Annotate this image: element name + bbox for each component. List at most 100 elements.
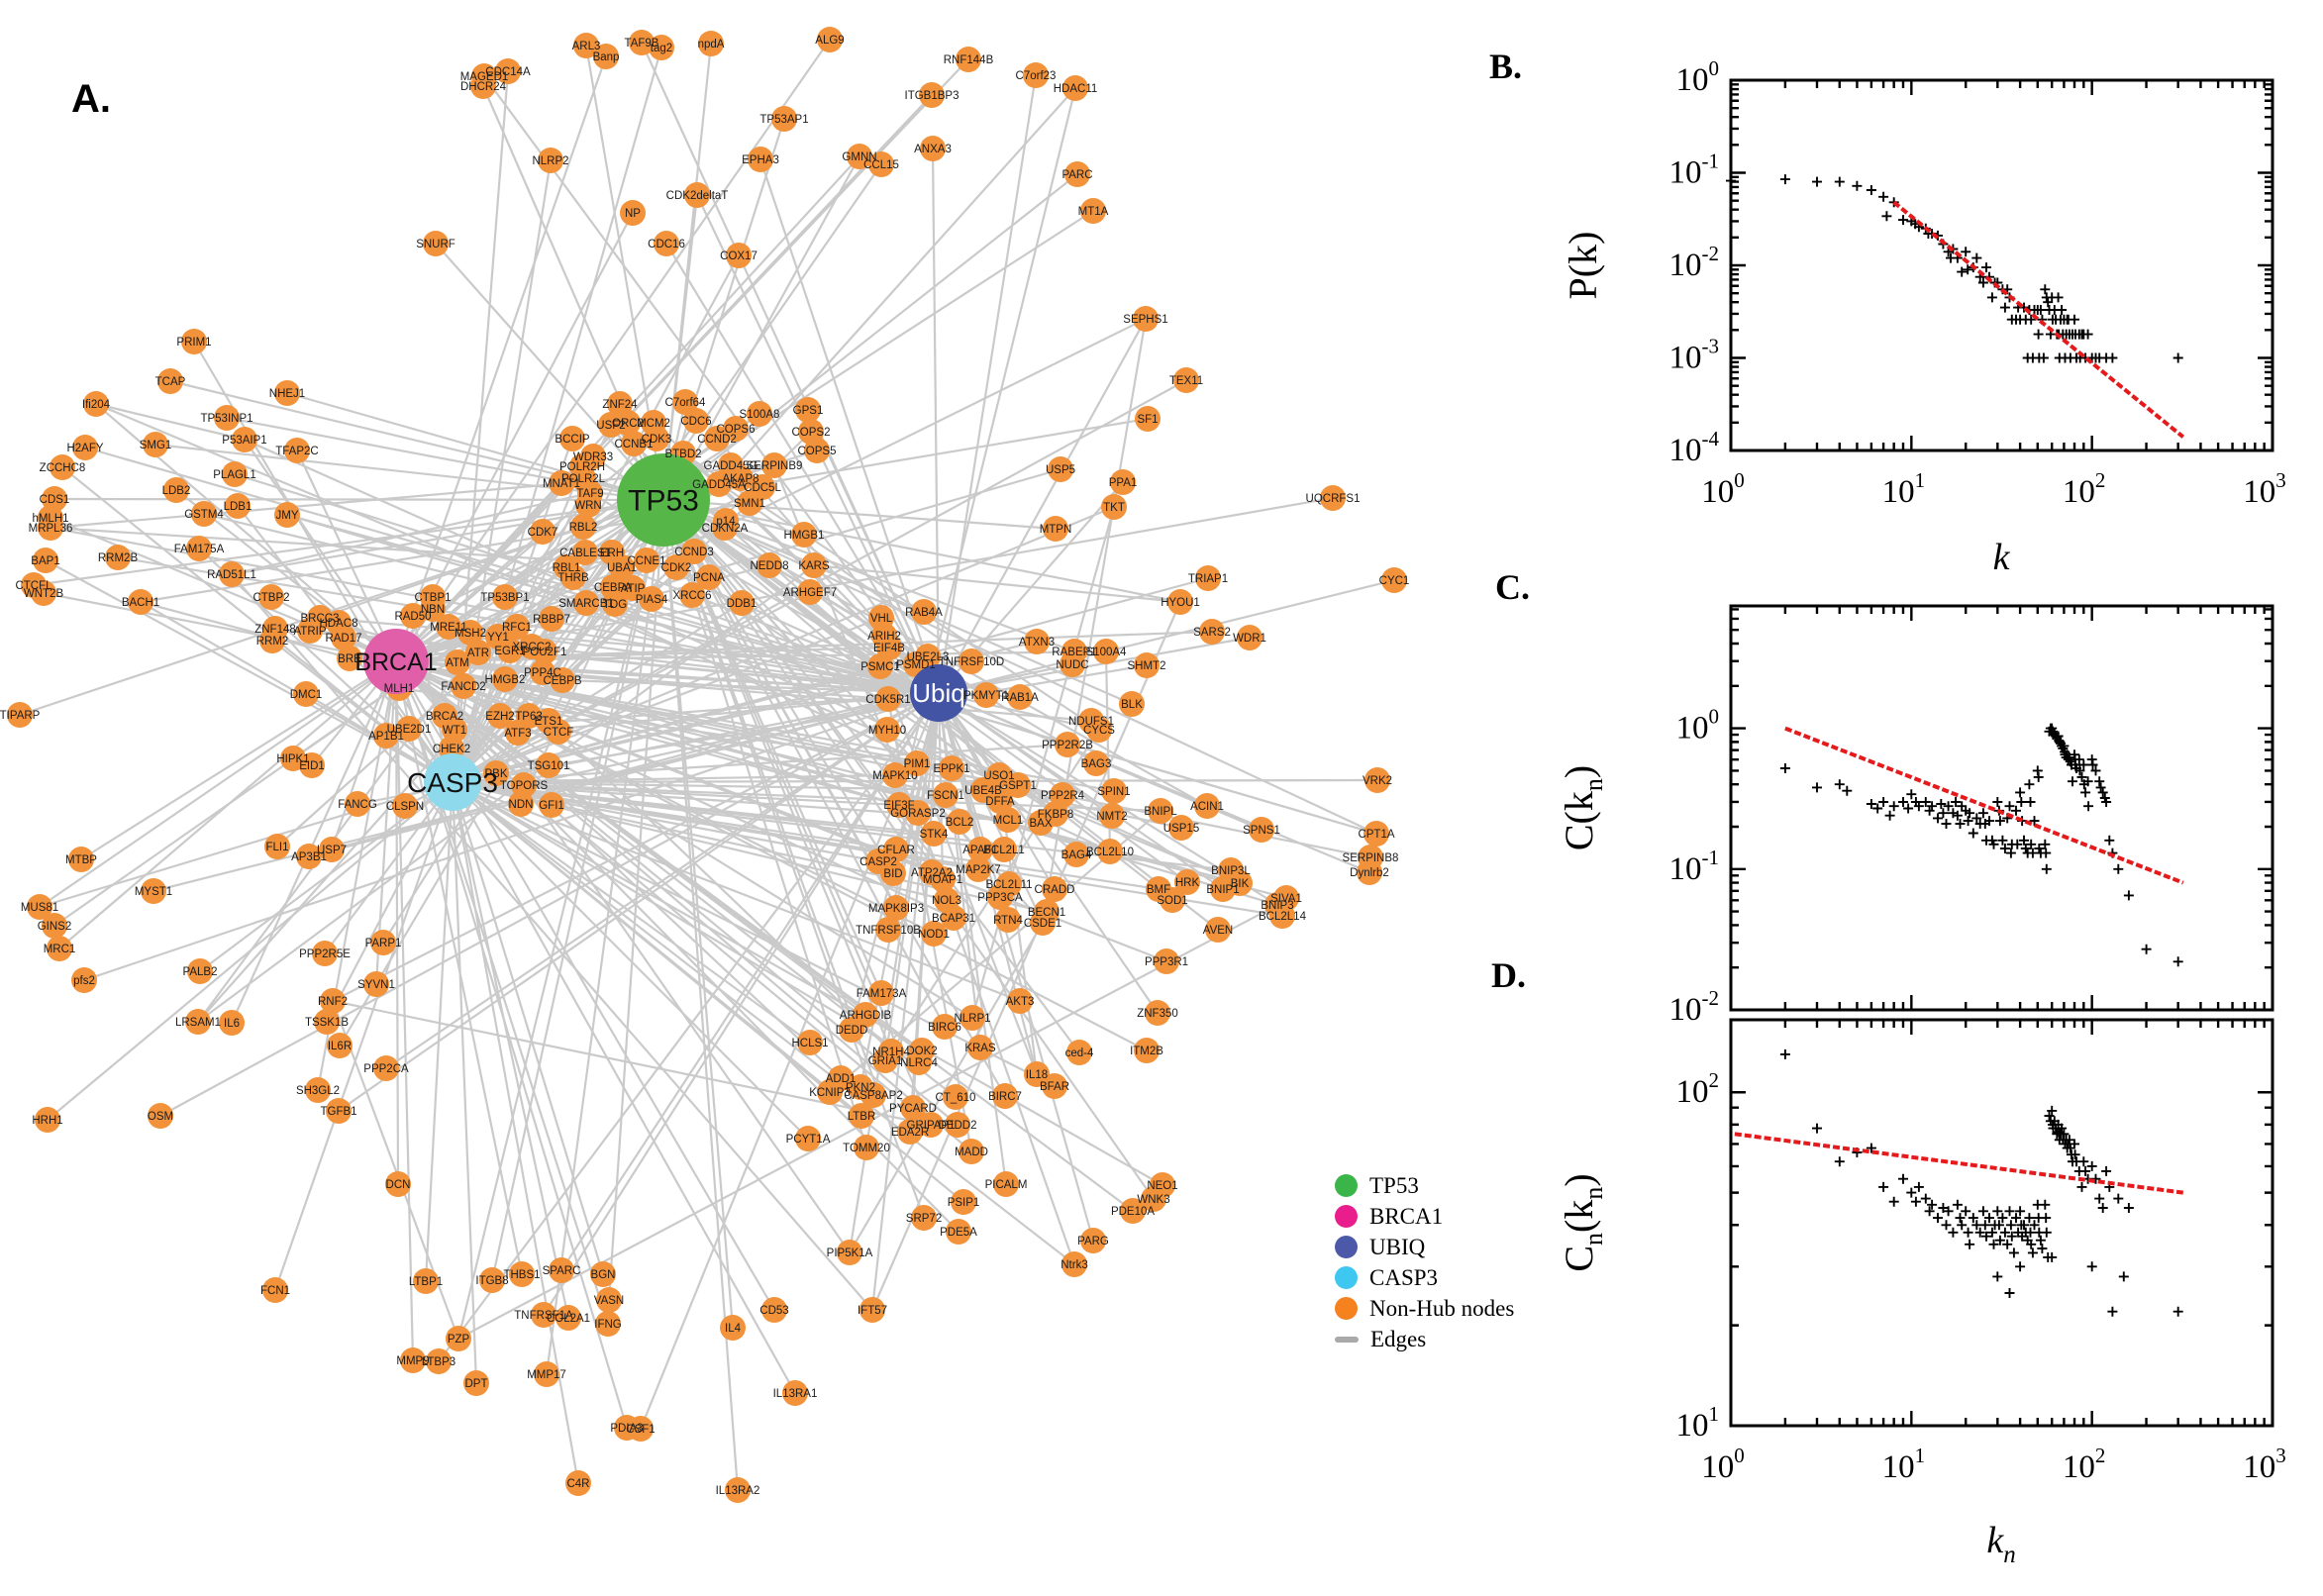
- network-node[interactable]: [305, 1077, 331, 1103]
- network-node[interactable]: [1042, 1073, 1067, 1099]
- network-node[interactable]: [943, 1084, 968, 1110]
- network-node[interactable]: [274, 502, 300, 528]
- network-node[interactable]: [1205, 917, 1231, 943]
- network-node[interactable]: [214, 405, 240, 431]
- network-node[interactable]: [530, 519, 556, 545]
- network-node[interactable]: [1050, 782, 1075, 808]
- network-node[interactable]: [960, 1005, 985, 1031]
- network-node[interactable]: [157, 368, 183, 394]
- network-node[interactable]: [262, 1277, 288, 1303]
- network-node[interactable]: [27, 894, 52, 920]
- network-node[interactable]: [995, 907, 1021, 933]
- network-node[interactable]: [327, 1033, 353, 1058]
- network-node[interactable]: [1364, 767, 1390, 793]
- network-node[interactable]: [479, 1267, 505, 1293]
- network-node[interactable]: [83, 391, 109, 417]
- network-node[interactable]: [959, 648, 984, 674]
- network-node[interactable]: [549, 1257, 574, 1283]
- network-node[interactable]: [1083, 750, 1109, 776]
- network-node[interactable]: [572, 540, 598, 565]
- network-node[interactable]: [995, 807, 1021, 833]
- network-node[interactable]: [373, 1055, 399, 1081]
- network-node[interactable]: [951, 1189, 976, 1215]
- network-node[interactable]: [550, 667, 575, 693]
- network-node[interactable]: [7, 702, 33, 728]
- network-node[interactable]: [628, 1416, 654, 1442]
- hub-node-brca1[interactable]: [363, 629, 429, 694]
- network-node[interactable]: [797, 579, 823, 605]
- network-node[interactable]: [47, 936, 72, 961]
- network-node[interactable]: [725, 1477, 751, 1503]
- network-node[interactable]: [1066, 1040, 1092, 1065]
- network-node[interactable]: [967, 1035, 993, 1060]
- network-node[interactable]: [392, 793, 418, 819]
- network-node[interactable]: [615, 410, 641, 436]
- network-node[interactable]: [42, 913, 67, 939]
- network-node[interactable]: [672, 389, 698, 415]
- network-node[interactable]: [939, 755, 964, 781]
- network-node[interactable]: [546, 719, 571, 745]
- network-node[interactable]: [609, 554, 635, 580]
- network-node[interactable]: [868, 605, 894, 631]
- network-node[interactable]: [370, 930, 396, 955]
- network-node[interactable]: [683, 408, 709, 434]
- network-node[interactable]: [457, 620, 483, 646]
- network-node[interactable]: [883, 895, 909, 921]
- network-node[interactable]: [549, 470, 574, 496]
- network-node[interactable]: [897, 1119, 923, 1145]
- network-node[interactable]: [729, 590, 755, 616]
- network-node[interactable]: [713, 508, 739, 534]
- network-node[interactable]: [495, 58, 521, 84]
- network-node[interactable]: [50, 454, 75, 480]
- network-node[interactable]: [1064, 161, 1090, 187]
- network-node[interactable]: [71, 967, 97, 993]
- network-node[interactable]: [1269, 903, 1295, 929]
- network-node[interactable]: [385, 1171, 411, 1197]
- network-node[interactable]: [718, 452, 744, 478]
- network-node[interactable]: [320, 988, 346, 1014]
- network-node[interactable]: [219, 1010, 245, 1036]
- hub-node-ubiq[interactable]: [910, 664, 967, 722]
- network-node[interactable]: [620, 200, 646, 226]
- network-node[interactable]: [573, 33, 599, 58]
- network-node[interactable]: [492, 584, 518, 610]
- network-node[interactable]: [750, 474, 775, 500]
- network-node[interactable]: [219, 561, 245, 587]
- network-node[interactable]: [959, 1139, 984, 1164]
- network-node[interactable]: [967, 837, 993, 862]
- network-node[interactable]: [1145, 1000, 1170, 1026]
- network-node[interactable]: [538, 148, 563, 173]
- network-node[interactable]: [904, 750, 930, 776]
- network-node[interactable]: [446, 1326, 471, 1351]
- network-node[interactable]: [312, 941, 338, 966]
- network-node[interactable]: [748, 147, 773, 172]
- network-node[interactable]: [761, 1297, 787, 1323]
- network-node[interactable]: [565, 1470, 591, 1496]
- network-node[interactable]: [933, 782, 959, 808]
- network-node[interactable]: [684, 182, 710, 208]
- network-node[interactable]: [31, 580, 56, 606]
- network-node[interactable]: [932, 1014, 958, 1040]
- network-node[interactable]: [791, 522, 817, 548]
- network-node[interactable]: [1357, 859, 1382, 885]
- network-node[interactable]: [1024, 629, 1050, 654]
- network-node[interactable]: [1042, 876, 1067, 902]
- network-node[interactable]: [946, 1219, 971, 1245]
- network-node[interactable]: [293, 681, 319, 707]
- network-node[interactable]: [854, 1135, 879, 1160]
- network-node[interactable]: [1023, 62, 1049, 88]
- network-node[interactable]: [795, 1126, 821, 1151]
- network-node[interactable]: [465, 640, 491, 665]
- network-node[interactable]: [559, 426, 585, 451]
- network-node[interactable]: [373, 723, 399, 748]
- network-node[interactable]: [1101, 778, 1127, 804]
- network-node[interactable]: [991, 837, 1017, 862]
- network-node[interactable]: [420, 584, 446, 610]
- network-node[interactable]: [882, 762, 908, 788]
- network-node[interactable]: [1007, 988, 1033, 1014]
- network-node[interactable]: [704, 426, 730, 451]
- network-node[interactable]: [307, 605, 333, 631]
- network-node[interactable]: [1099, 803, 1125, 829]
- network-node[interactable]: [363, 971, 389, 997]
- network-node[interactable]: [1086, 717, 1112, 743]
